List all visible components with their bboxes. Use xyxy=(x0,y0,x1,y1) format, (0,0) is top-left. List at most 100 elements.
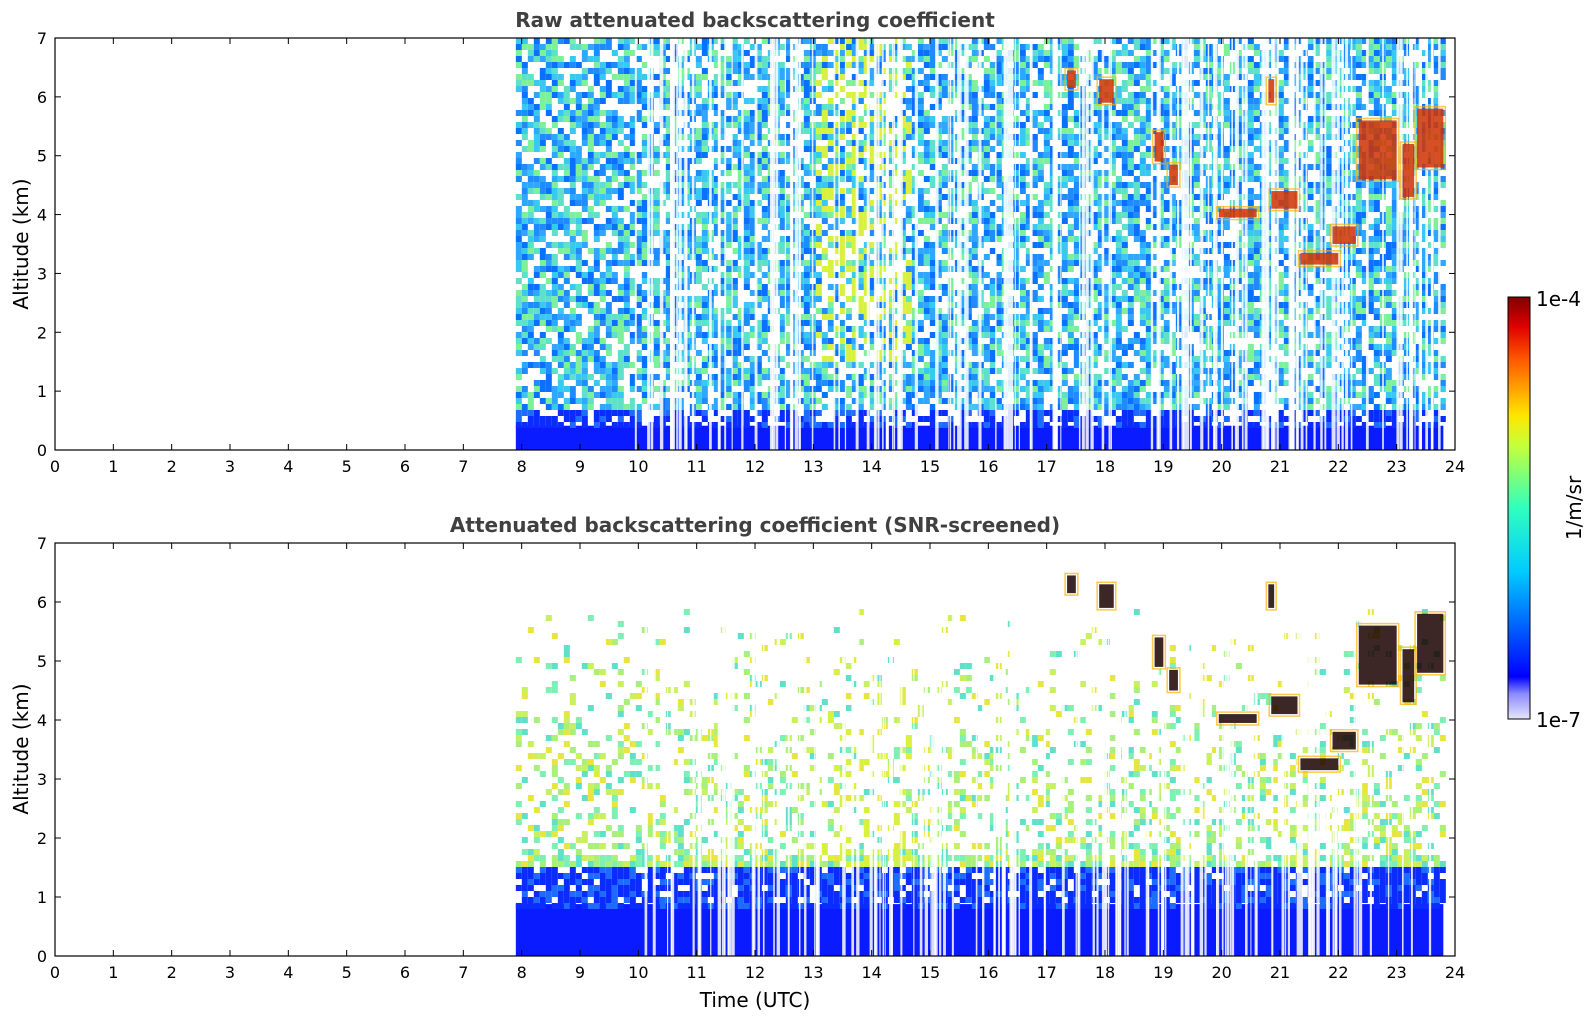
raw-backscatter-panel: Raw attenuated backscattering coefficien… xyxy=(9,8,1465,476)
colorbar-gradient xyxy=(1507,296,1531,720)
x-tick-label: 13 xyxy=(803,963,823,982)
y-tick-label: 3 xyxy=(37,770,47,789)
snr-screened-panel: Attenuated backscattering coefficient (S… xyxy=(9,513,1465,1012)
x-tick-label: 16 xyxy=(978,457,998,476)
y-tick-label: 5 xyxy=(37,652,47,671)
cloud-layer xyxy=(1099,79,1114,103)
heatmap-raw xyxy=(515,38,1447,450)
x-tick-label: 8 xyxy=(517,963,527,982)
y-axis-label: Altitude (km) xyxy=(9,683,33,814)
x-tick-label: 9 xyxy=(575,457,585,476)
cloud-layer xyxy=(1332,731,1356,750)
colorbar-unit-label: 1/m/sr xyxy=(1562,475,1586,540)
x-tick-label: 7 xyxy=(458,963,468,982)
x-tick-label: 7 xyxy=(458,457,468,476)
cloud-layer xyxy=(1218,208,1257,218)
x-tick-label: 18 xyxy=(1095,963,1115,982)
y-tick-label: 2 xyxy=(37,323,47,342)
cloud-layer xyxy=(1417,108,1444,168)
x-tick-label: 24 xyxy=(1445,457,1465,476)
x-tick-label: 4 xyxy=(283,963,293,982)
x-tick-label: 10 xyxy=(628,963,648,982)
cloud-layer xyxy=(1169,164,1178,186)
y-tick-label: 1 xyxy=(37,888,47,907)
x-tick-label: 20 xyxy=(1211,457,1231,476)
axis-ticks: 0 1 2 3 4 5 6 7 8 9 10 11 12 13 14 15 16 17 18 19 20 21 22 23 24… xyxy=(37,534,1465,982)
y-tick-label: 7 xyxy=(37,29,47,48)
cloud-layer xyxy=(1268,79,1275,103)
cloud-layer xyxy=(1358,625,1397,685)
cloud-layer xyxy=(1271,191,1298,209)
x-tick-label: 13 xyxy=(803,457,823,476)
x-tick-label: 2 xyxy=(167,963,177,982)
x-tick-label: 14 xyxy=(861,963,881,982)
x-tick-label: 17 xyxy=(1036,963,1056,982)
cloud-layer xyxy=(1154,637,1164,667)
cloud-layer xyxy=(1332,226,1356,244)
x-tick-label: 14 xyxy=(861,457,881,476)
y-tick-label: 5 xyxy=(37,147,47,166)
axis-ticks: 0 1 2 3 4 5 6 7 8 9 10 11 12 13 14 15 16 17 18 19 20 21 22 23 24… xyxy=(37,29,1465,476)
x-tick-label: 22 xyxy=(1328,457,1348,476)
y-tick-label: 0 xyxy=(37,947,47,966)
x-tick-label: 23 xyxy=(1386,457,1406,476)
x-tick-label: 4 xyxy=(283,457,293,476)
x-tick-label: 1 xyxy=(108,457,118,476)
y-tick-label: 0 xyxy=(37,441,47,460)
x-tick-label: 22 xyxy=(1328,963,1348,982)
x-tick-label: 8 xyxy=(517,457,527,476)
cloud-layer xyxy=(1169,669,1178,691)
x-tick-label: 16 xyxy=(978,963,998,982)
x-tick-label: 12 xyxy=(745,457,765,476)
x-tick-label: 21 xyxy=(1270,457,1290,476)
x-tick-label: 9 xyxy=(575,963,585,982)
y-tick-label: 3 xyxy=(37,264,47,283)
heatmap-screened xyxy=(515,543,1447,956)
x-axis-label: Time (UTC) xyxy=(699,988,811,1012)
x-tick-label: 0 xyxy=(50,457,60,476)
x-tick-label: 19 xyxy=(1153,457,1173,476)
x-tick-label: 11 xyxy=(686,963,706,982)
cloud-layer xyxy=(1154,132,1164,162)
cloud-layer xyxy=(1402,649,1415,703)
colorbar-max-label: 1e-4 xyxy=(1536,287,1581,311)
cloud-layer xyxy=(1268,584,1275,608)
y-tick-label: 6 xyxy=(37,593,47,612)
x-tick-label: 20 xyxy=(1211,963,1231,982)
x-tick-label: 15 xyxy=(920,963,940,982)
x-tick-label: 6 xyxy=(400,457,410,476)
chart-title: Attenuated backscattering coefficient (S… xyxy=(450,513,1060,537)
x-tick-label: 17 xyxy=(1036,457,1056,476)
chart-title: Raw attenuated backscattering coefficien… xyxy=(515,8,995,32)
x-tick-label: 24 xyxy=(1445,963,1465,982)
x-tick-label: 2 xyxy=(167,457,177,476)
cloud-layer xyxy=(1402,143,1415,197)
cloud-layer xyxy=(1099,584,1114,608)
x-tick-label: 10 xyxy=(628,457,648,476)
cloud-layer xyxy=(1271,696,1298,715)
y-tick-label: 4 xyxy=(37,206,47,225)
y-tick-label: 4 xyxy=(37,711,47,730)
cloud-layer xyxy=(1300,758,1339,771)
y-tick-label: 7 xyxy=(37,534,47,553)
x-tick-label: 23 xyxy=(1386,963,1406,982)
x-tick-label: 18 xyxy=(1095,457,1115,476)
y-axis-label: Altitude (km) xyxy=(9,178,33,309)
cloud-layer xyxy=(1218,714,1257,723)
x-tick-label: 1 xyxy=(108,963,118,982)
y-tick-label: 2 xyxy=(37,829,47,848)
x-tick-label: 12 xyxy=(745,963,765,982)
x-tick-label: 11 xyxy=(686,457,706,476)
cloud-layer xyxy=(1417,613,1444,673)
x-tick-label: 3 xyxy=(225,457,235,476)
y-tick-label: 6 xyxy=(37,88,47,107)
y-tick-label: 1 xyxy=(37,382,47,401)
cloud-layer xyxy=(1067,70,1076,89)
x-tick-label: 19 xyxy=(1153,963,1173,982)
x-tick-label: 0 xyxy=(50,963,60,982)
colorbar-min-label: 1e-7 xyxy=(1536,708,1581,732)
x-tick-label: 21 xyxy=(1270,963,1290,982)
cloud-layer xyxy=(1300,252,1339,265)
x-tick-label: 15 xyxy=(920,457,940,476)
